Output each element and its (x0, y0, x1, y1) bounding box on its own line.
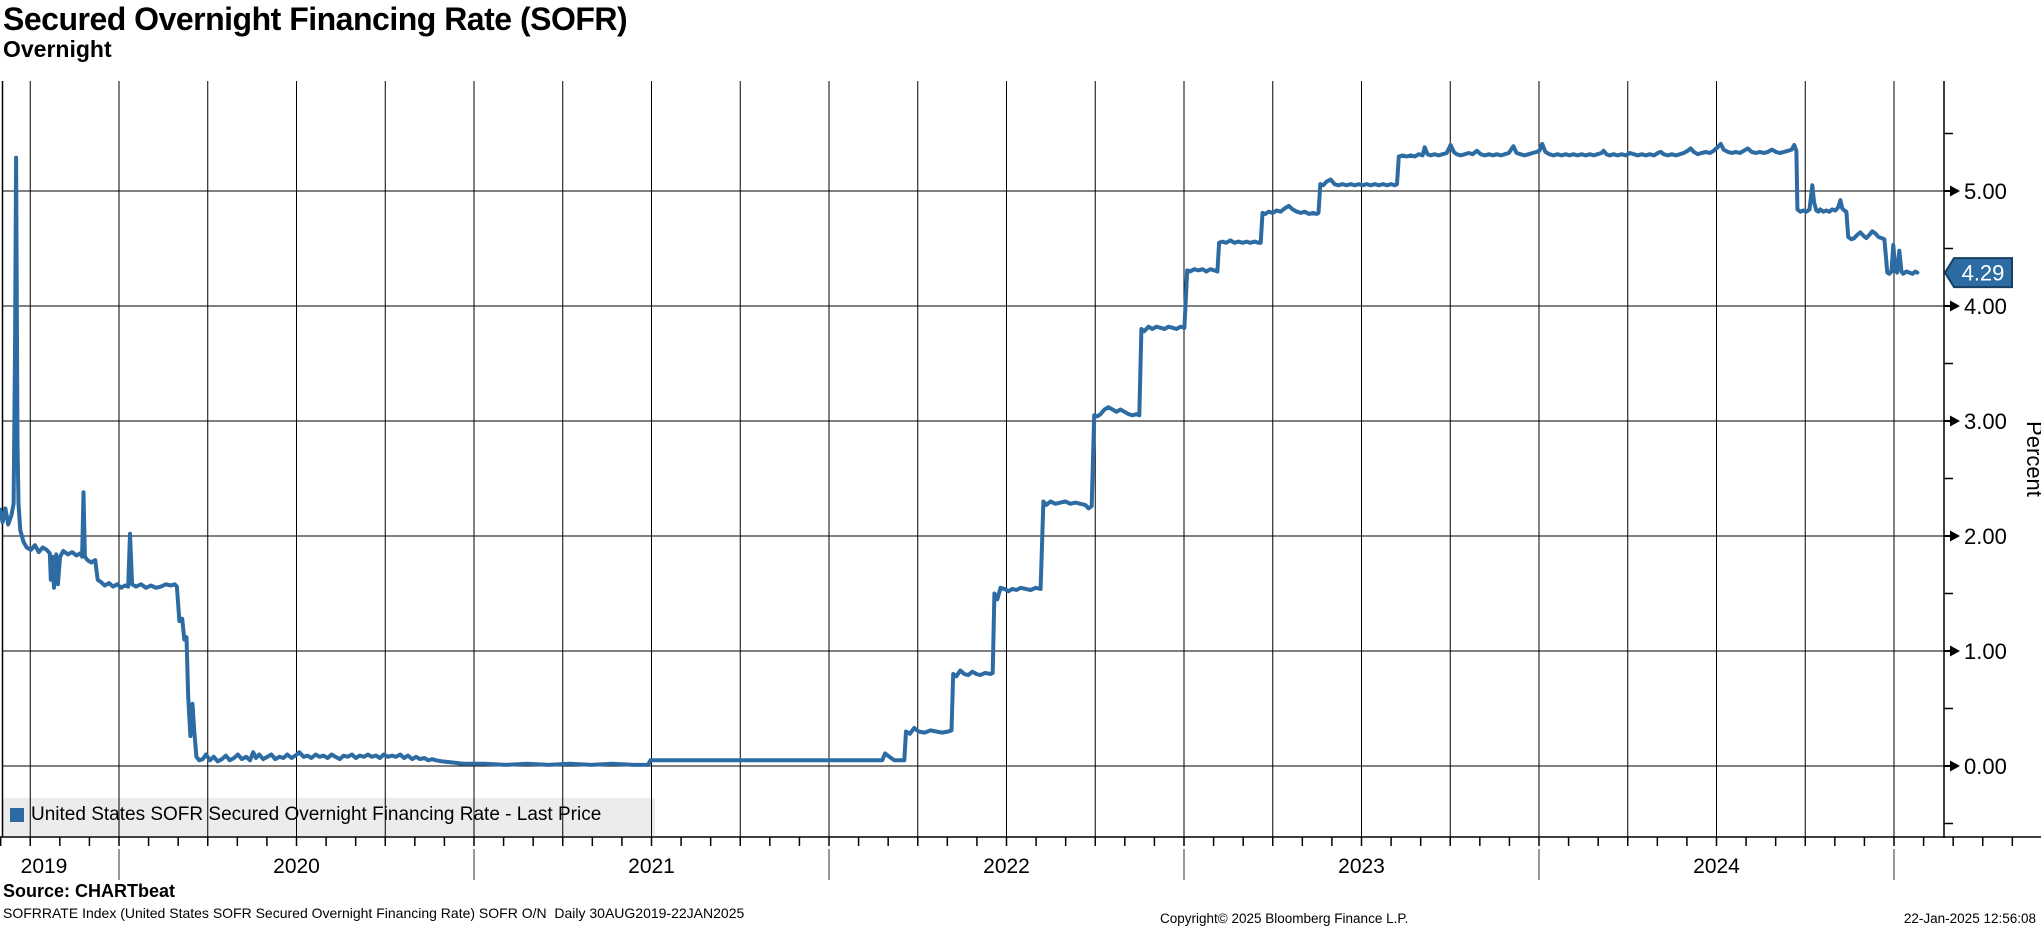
legend[interactable]: United States SOFR Secured Overnight Fin… (10, 804, 601, 826)
y-axis-title: Percent (2022, 421, 2041, 497)
source-line: Source: CHARTbeat (3, 881, 176, 901)
y-tick-arrow-icon (1950, 415, 1960, 427)
y-tick-label: 3.00 (1964, 409, 2007, 434)
y-tick-arrow-icon (1950, 300, 1960, 312)
chart-description: SOFRRATE Index (United States SOFR Secur… (3, 905, 745, 921)
legend-background (3, 798, 655, 836)
series-marker-icon (10, 808, 24, 822)
y-tick-label: 1.00 (1964, 639, 2007, 664)
x-year-label: 2020 (273, 855, 320, 878)
legend-label: United States SOFR Secured Overnight Fin… (31, 804, 602, 825)
last-price-badge (1943, 257, 2013, 289)
copyright-text: Copyright© 2025 Bloomberg Finance L.P. (1160, 911, 1409, 926)
y-tick-arrow-icon (1950, 530, 1960, 542)
x-year-label: 2022 (983, 855, 1030, 878)
x-year-label: 2019 (21, 855, 68, 878)
timestamp: 22-Jan-2025 12:56:08 (1903, 911, 2036, 926)
page-subtitle: Overnight (3, 36, 112, 62)
y-tick-label: 4.00 (1964, 294, 2007, 319)
y-tick-arrow-icon (1950, 760, 1960, 772)
x-year-label: 2021 (628, 855, 675, 878)
y-tick-arrow-icon (1950, 185, 1960, 197)
x-year-label: 2024 (1693, 855, 1740, 878)
last-price-value: 4.29 (1962, 261, 2005, 286)
sofr-line-series (0, 141, 1920, 767)
y-tick-label: 5.00 (1964, 179, 2007, 204)
x-year-label: 2023 (1338, 855, 1385, 878)
y-tick-label: 2.00 (1964, 524, 2007, 549)
page-title: Secured Overnight Financing Rate (SOFR) (3, 1, 628, 37)
y-tick-label: 0.00 (1964, 754, 2007, 779)
y-tick-arrow-icon (1950, 645, 1960, 657)
